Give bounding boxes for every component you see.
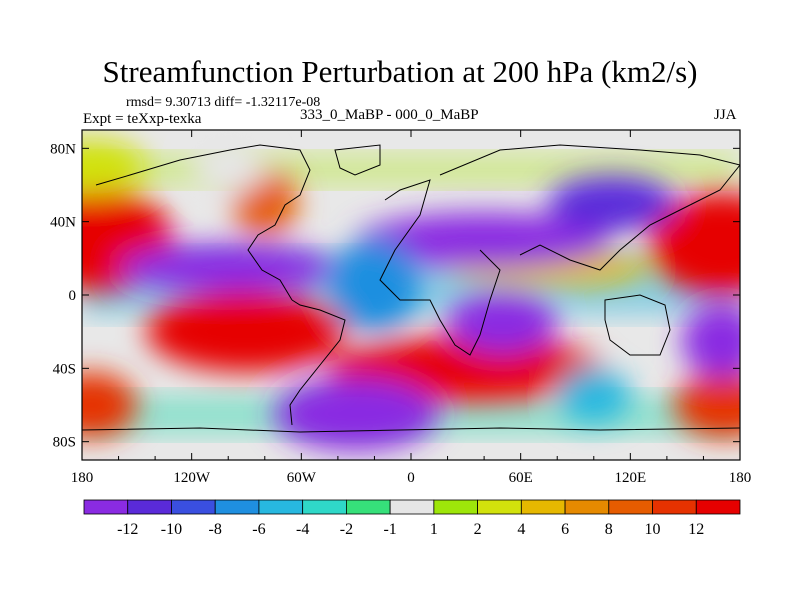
colorbar-label: -8 — [209, 521, 222, 538]
colorbar-swatch — [695, 499, 741, 515]
colorbar-label: 1 — [430, 521, 438, 538]
colorbar-swatch — [214, 499, 260, 515]
coast-south-america — [289, 299, 346, 426]
colorbar-swatch — [564, 499, 610, 515]
colorbar-label: -12 — [117, 521, 138, 538]
colorbar-swatch — [477, 499, 522, 515]
field-blob — [674, 372, 740, 438]
colorbar-swatch — [608, 499, 653, 515]
colorbar-swatch — [652, 499, 697, 515]
field-blob — [356, 212, 613, 268]
colorbar-swatch — [127, 499, 172, 515]
lat-label: 80N — [50, 141, 76, 157]
map-title: Streamfunction Perturbation at 200 hPa (… — [102, 54, 698, 89]
colorbar-label: -6 — [252, 521, 265, 538]
colorbar-label: 4 — [517, 521, 525, 538]
field-blob — [447, 291, 558, 354]
field-blob — [82, 372, 137, 438]
field-blob — [648, 192, 740, 295]
lon-label: 180 — [729, 470, 752, 486]
coast-antarctica — [82, 427, 740, 433]
colorbar-label: -10 — [161, 521, 182, 538]
lon-label: 60E — [509, 470, 533, 486]
colorbar-swatch — [433, 499, 479, 515]
field-blob — [557, 368, 631, 424]
field-blob — [273, 377, 439, 451]
field-blob — [82, 139, 146, 195]
lon-label: 120E — [614, 470, 646, 486]
colorbar-swatch — [83, 499, 129, 515]
colorbar-swatch — [345, 499, 391, 515]
lon-label: 120W — [173, 470, 211, 486]
coast-africa-europe — [379, 179, 501, 356]
coast-asia — [439, 144, 740, 271]
coast-australia — [604, 294, 671, 356]
field-blob — [145, 291, 348, 372]
season-label: JJA — [714, 107, 737, 123]
colorbar: -12 -10 -8 -6 -4 -2 -1 1 2 4 6 8 10 12 — [83, 499, 741, 538]
coast-greenland — [334, 144, 381, 176]
colorbar-swatch — [520, 499, 566, 515]
colorbar-swatch — [302, 499, 347, 515]
cases-label: 333_0_MaBP - 000_0_MaBP — [300, 107, 479, 123]
field-blob — [548, 175, 677, 231]
colorbar-label: -2 — [340, 521, 353, 538]
colorbar-label: 8 — [605, 521, 613, 538]
lat-label: 40N — [50, 215, 76, 231]
lat-label: 40S — [53, 361, 76, 377]
field-blob — [328, 240, 421, 332]
colorbar-swatch — [389, 499, 435, 515]
colorbar-label: -4 — [296, 521, 309, 538]
colorbar-label: 2 — [474, 521, 482, 538]
field-layer — [82, 130, 740, 460]
lat-label: 0 — [69, 288, 77, 304]
coastlines — [82, 144, 740, 433]
colorbar-label: -1 — [383, 521, 396, 538]
lon-label: 60W — [287, 470, 317, 486]
lon-label: 180 — [71, 470, 94, 486]
colorbar-label: 12 — [688, 521, 704, 538]
colorbar-label: 6 — [561, 521, 569, 538]
colorbar-swatch — [171, 499, 216, 515]
colorbar-swatch — [258, 499, 304, 515]
axis-ticks — [81, 130, 741, 460]
stats-text: rmsd= 9.30713 diff= -1.32117e-08 — [126, 95, 321, 110]
axis-labels: 180 120W 60W 0 60E 120E 180 80N 40N 0 40S 80S — [50, 141, 751, 486]
colorbar-label: 10 — [645, 521, 661, 538]
field-blob — [681, 304, 740, 378]
experiment-label: Expt = teXxp-texka — [83, 111, 202, 127]
lon-label: 0 — [407, 470, 415, 486]
field-blob — [191, 139, 265, 195]
lat-label: 80S — [53, 435, 76, 451]
coast-north-america — [95, 144, 311, 301]
field-blob — [118, 243, 338, 292]
